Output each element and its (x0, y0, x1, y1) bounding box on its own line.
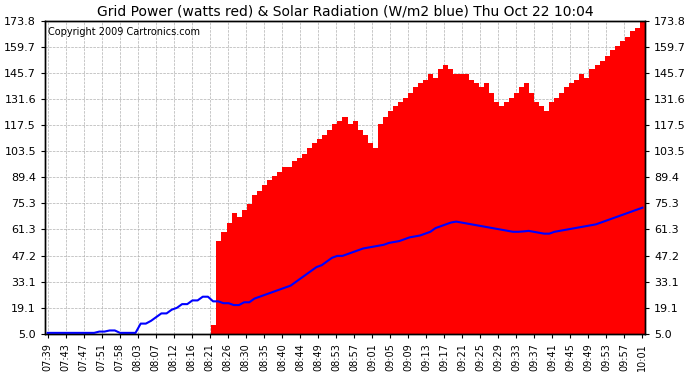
Bar (534, 102, 539, 343)
Bar (504, 102, 509, 343)
Bar (333, 124, 337, 343)
Bar (448, 69, 453, 343)
Bar (252, 195, 257, 343)
Bar (600, 61, 604, 343)
Bar (313, 143, 317, 343)
Bar (604, 56, 610, 343)
Bar (624, 37, 630, 343)
Bar (292, 161, 297, 343)
Bar (630, 32, 635, 343)
Bar (524, 83, 529, 343)
Bar (423, 80, 428, 343)
Bar (519, 87, 524, 343)
Bar (226, 222, 232, 343)
Bar (620, 41, 624, 343)
Bar (529, 93, 534, 343)
Bar (514, 93, 519, 343)
Bar (469, 80, 473, 343)
Bar (211, 324, 217, 343)
Bar (348, 124, 353, 343)
Bar (489, 93, 494, 343)
Bar (327, 130, 333, 343)
Bar (549, 102, 554, 343)
Bar (635, 28, 640, 343)
Bar (241, 210, 247, 343)
Bar (428, 74, 433, 343)
Bar (509, 98, 514, 343)
Bar (544, 111, 549, 343)
Bar (373, 148, 377, 343)
Bar (499, 106, 504, 343)
Bar (433, 78, 438, 343)
Bar (453, 74, 458, 343)
Bar (317, 139, 322, 343)
Bar (443, 65, 448, 343)
Bar (363, 135, 368, 343)
Bar (438, 69, 443, 343)
Bar (247, 204, 252, 343)
Bar (413, 87, 418, 343)
Bar (267, 180, 272, 343)
Bar (282, 167, 287, 343)
Title: Grid Power (watts red) & Solar Radiation (W/m2 blue) Thu Oct 22 10:04: Grid Power (watts red) & Solar Radiation… (97, 4, 593, 18)
Bar (322, 135, 327, 343)
Bar (337, 120, 342, 343)
Bar (580, 74, 584, 343)
Bar (554, 98, 559, 343)
Bar (232, 213, 237, 343)
Bar (403, 98, 408, 343)
Bar (221, 232, 226, 343)
Bar (479, 87, 484, 343)
Bar (610, 50, 615, 343)
Bar (418, 83, 423, 343)
Bar (297, 158, 302, 343)
Bar (564, 87, 569, 343)
Bar (473, 83, 479, 343)
Bar (615, 46, 620, 343)
Bar (640, 22, 645, 343)
Bar (494, 102, 499, 343)
Bar (302, 154, 307, 343)
Bar (257, 191, 262, 343)
Bar (357, 130, 363, 343)
Bar (569, 83, 574, 343)
Bar (377, 124, 383, 343)
Bar (277, 172, 282, 343)
Bar (287, 167, 292, 343)
Bar (458, 74, 464, 343)
Bar (484, 83, 489, 343)
Bar (388, 111, 393, 343)
Bar (272, 176, 277, 343)
Bar (217, 241, 221, 343)
Bar (539, 106, 544, 343)
Bar (464, 74, 469, 343)
Bar (398, 102, 403, 343)
Bar (353, 120, 357, 343)
Bar (559, 93, 564, 343)
Bar (584, 78, 589, 343)
Bar (589, 69, 595, 343)
Bar (574, 80, 580, 343)
Bar (206, 334, 211, 343)
Bar (383, 117, 388, 343)
Bar (262, 185, 267, 343)
Bar (368, 143, 373, 343)
Bar (307, 148, 313, 343)
Bar (237, 217, 241, 343)
Bar (408, 93, 413, 343)
Bar (595, 65, 600, 343)
Bar (342, 117, 348, 343)
Bar (393, 106, 398, 343)
Text: Copyright 2009 Cartronics.com: Copyright 2009 Cartronics.com (48, 27, 200, 37)
